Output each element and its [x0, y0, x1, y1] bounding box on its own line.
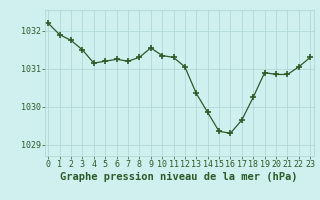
X-axis label: Graphe pression niveau de la mer (hPa): Graphe pression niveau de la mer (hPa): [60, 172, 298, 182]
